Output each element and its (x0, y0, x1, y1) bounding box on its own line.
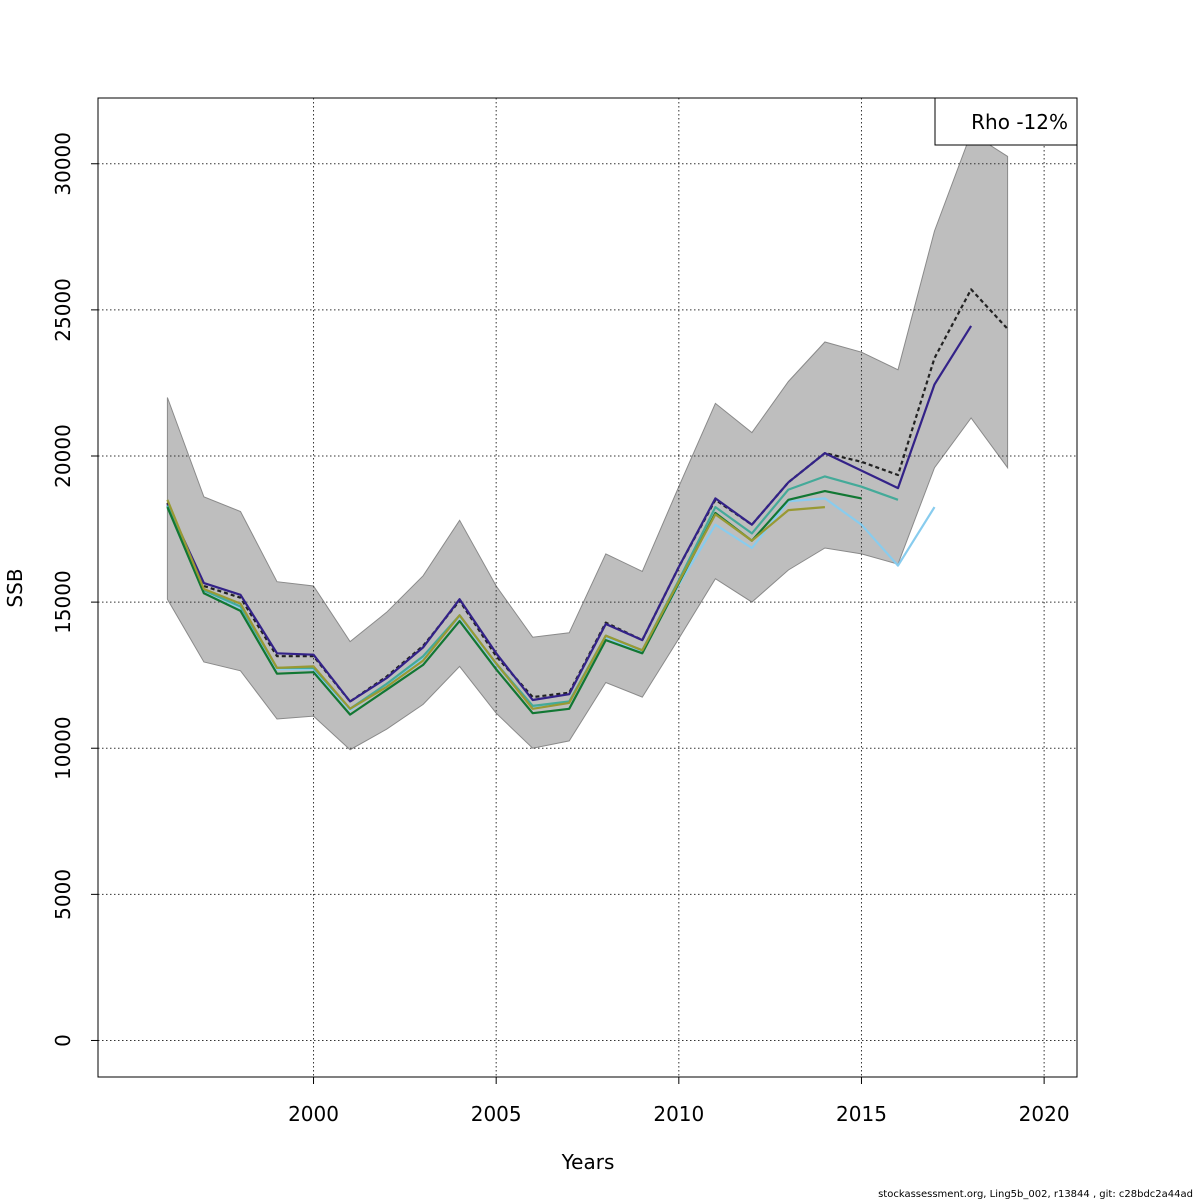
y-tick-label: 5000 (51, 869, 75, 920)
series-line-1 (166, 325, 973, 703)
x-axis-title: Years (561, 1150, 615, 1174)
y-tick-label: 10000 (51, 716, 75, 780)
plot-frame (97, 97, 1078, 1078)
confidence-band-layer (166, 132, 1009, 751)
x-tick-label: 2000 (288, 1102, 339, 1126)
x-tick-label: 2005 (471, 1102, 522, 1126)
legend-rho-text: Rho -12% (971, 110, 1068, 134)
y-axis-title: SSB (3, 568, 27, 607)
y-tick-label: 20000 (51, 424, 75, 488)
x-tick-label: 2020 (1019, 1102, 1070, 1126)
axis-layer: 2000 2005 2010 2015 2020 0 5000 10000 15000 20000… (51, 132, 1070, 1126)
legend-box: Rho -12% (934, 97, 1078, 146)
series-layer (166, 288, 1009, 716)
y-tick-label: 25000 (51, 278, 75, 342)
y-tick-label: 30000 (51, 132, 75, 196)
series-line-5 (166, 499, 825, 710)
y-tick-label: 0 (51, 1034, 75, 1047)
x-tick-label: 2010 (653, 1102, 704, 1126)
x-tick-label: 2015 (836, 1102, 887, 1126)
grid-layer (98, 98, 1077, 1077)
footer-credit: stockassessment.org, Ling5b_002, r13844 … (878, 1189, 1193, 1200)
legend-frame (934, 97, 1078, 146)
confidence-band (166, 132, 1009, 751)
y-tick-label: 15000 (51, 570, 75, 634)
